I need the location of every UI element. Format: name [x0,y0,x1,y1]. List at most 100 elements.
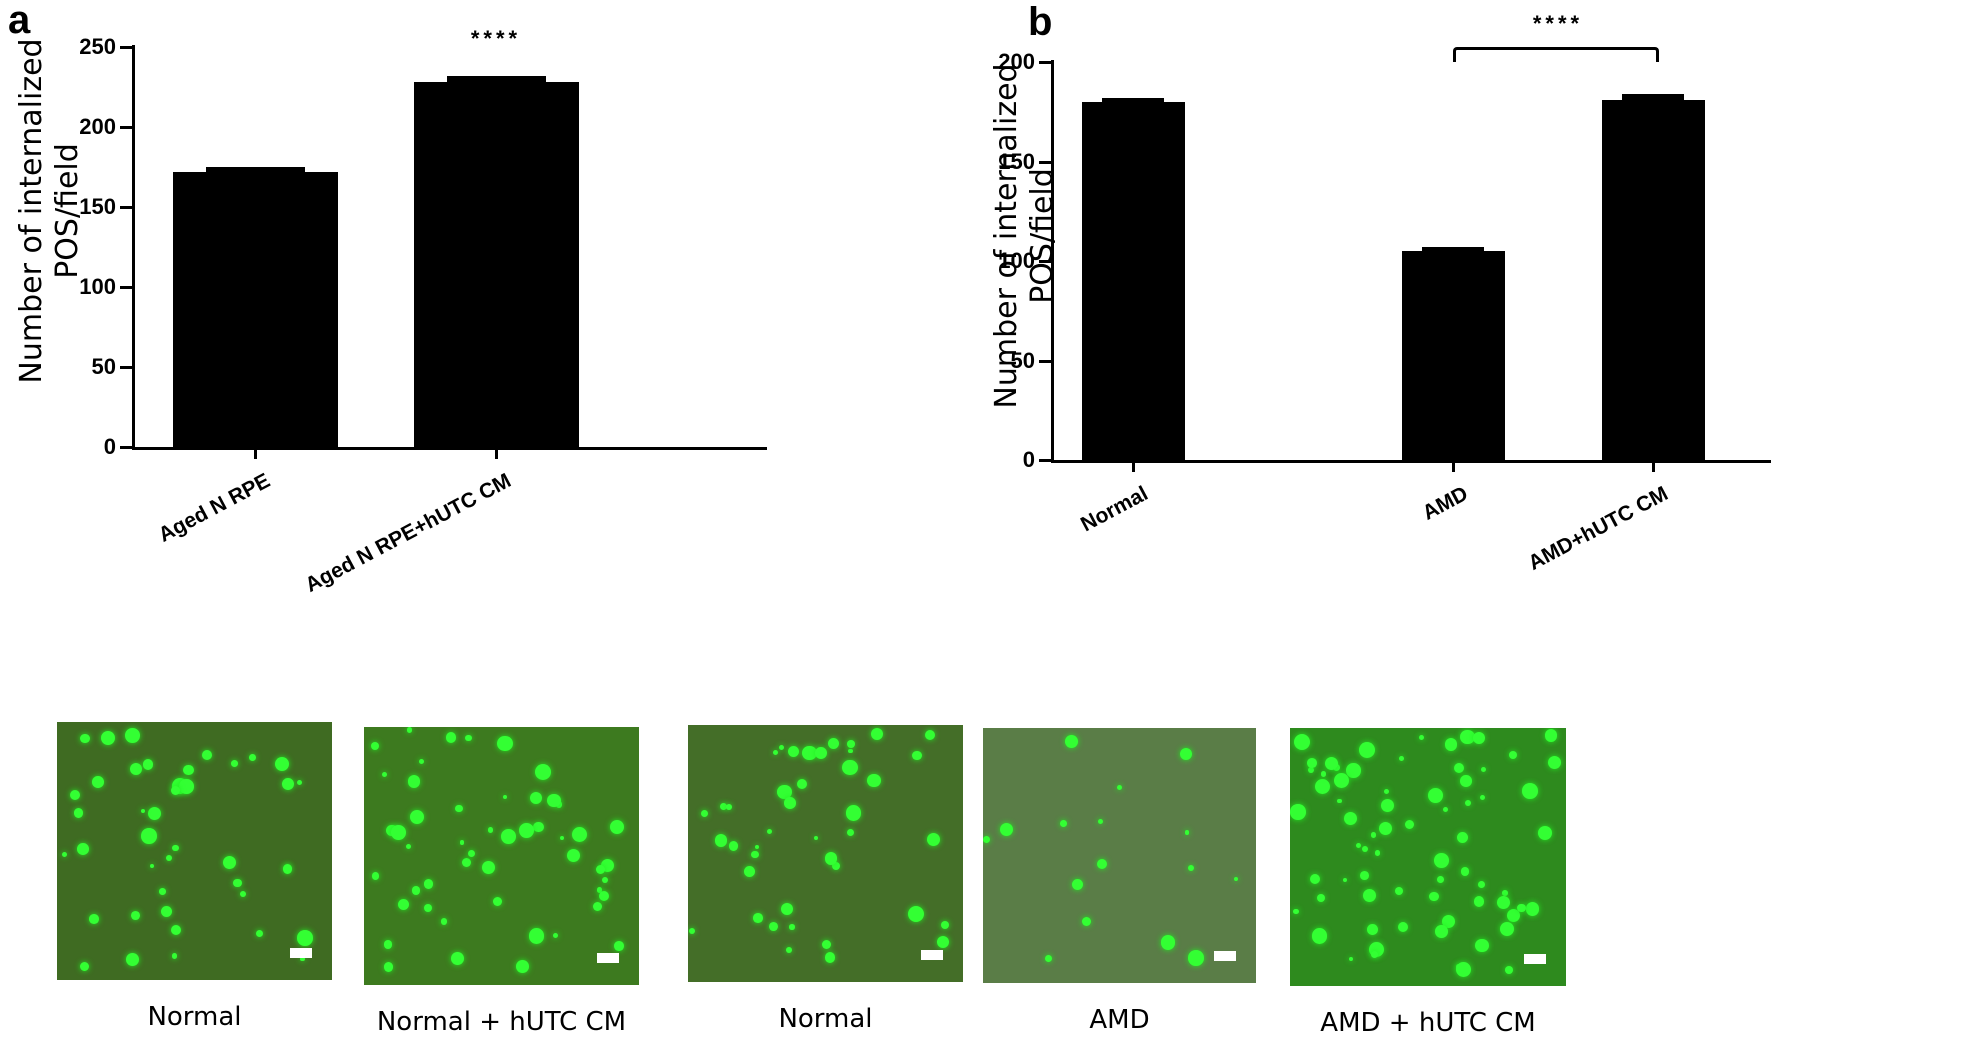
fluorescent-particle [503,794,508,799]
panel-letter-b: b [1028,0,1053,44]
fluorescent-particle [1505,966,1514,974]
fluorescent-particle [255,929,263,937]
fluorescent-particle [451,952,465,965]
fluorescent-particle [845,805,862,821]
fluorescent-particle [595,864,605,874]
fluorescent-particle [596,887,603,893]
fluorescent-particle [519,822,535,838]
fluorescent-particle [983,835,991,844]
fluorescent-particle [1179,747,1193,761]
fluorescent-particle [178,779,194,794]
fluorescent-particle [170,785,181,796]
y-tick [1039,459,1051,462]
y-tick [1039,260,1051,263]
fluorescent-particle [391,824,406,840]
fluorescent-particle [848,748,853,753]
fluorescent-particle [842,759,858,775]
fluorescent-particle [1465,799,1472,806]
fluorescent-particle [783,797,796,809]
fluorescent-particle [371,872,380,880]
fluorescent-particle [1525,902,1539,916]
fluorescent-particle [1507,908,1521,922]
fluorescent-particle [92,776,105,788]
fluorescent-particle [70,789,81,800]
fluorescent-particle [609,819,625,835]
fluorescent-particle [1517,903,1527,913]
fluorescent-particle [1397,921,1408,933]
fluorescent-particle [1337,799,1342,804]
error-bar [205,167,305,174]
fluorescent-particle [89,913,100,924]
fluorescent-particle [1473,895,1485,907]
fluorescent-particle [1444,738,1457,751]
y-tick [1039,359,1051,363]
fluorescent-particle [183,764,194,776]
chart-a: Number of internalized POS/field 0 50 100 1… [0,0,780,597]
fluorescent-particle [552,932,559,939]
fluorescent-particle [1044,954,1052,962]
fluorescent-particle [80,961,90,971]
fluorescent-particle [233,878,243,888]
error-bar [446,75,546,85]
significance-stars: **** [470,25,522,51]
fluorescent-particle [767,829,773,835]
fluorescent-particle [750,850,759,859]
fluorescent-particle [407,775,420,788]
fluorescent-particle [126,953,139,967]
y-tick-label: 0 [103,434,116,459]
fluorescent-particle [1429,891,1439,902]
fluorescent-particle [1460,774,1472,787]
fluorescent-particle [130,911,140,920]
scale-bar [921,950,943,960]
fluorescent-particle [1234,876,1239,881]
fluorescent-particle [170,924,181,935]
micrograph-image [983,728,1256,983]
x-axis [132,447,767,450]
fluorescent-particle [566,848,580,862]
fluorescent-particle [1293,733,1310,750]
y-axis [132,45,135,450]
fluorescent-particle [465,734,472,742]
fluorescent-particle [941,921,950,930]
fluorescent-particle [406,844,412,850]
fluorescent-particle [141,828,157,844]
fluorescent-particle [814,835,819,840]
fluorescent-particle [534,764,551,781]
fluorescent-particle [1071,878,1083,890]
micrograph-image [57,722,332,980]
fluorescent-particle [1116,785,1122,791]
y-tick-label: 50 [91,354,116,379]
fluorescent-particle [701,809,709,817]
fluorescent-particle [1434,852,1449,868]
fluorescent-particle [80,733,90,743]
y-tick [120,46,132,49]
fluorescent-particle [381,772,387,778]
fluorescent-particle [785,947,792,953]
x-tick [1452,462,1455,472]
fluorescent-particle [1460,729,1475,745]
fluorescent-particle [1346,763,1361,778]
fluorescent-particle [1418,735,1424,741]
fluorescent-particle [296,779,302,785]
fluorescent-particle [871,728,884,741]
bar [413,82,579,447]
fluorescent-particle [753,913,763,923]
fluorescent-particle [821,939,832,950]
fluorescent-particle [1544,729,1557,742]
fluorescent-particle [1307,758,1318,769]
fluorescent-particle [161,905,173,917]
fluorescent-particle [787,745,799,758]
fluorescent-particle [62,851,68,857]
fluorescent-particle [371,741,380,750]
fluorescent-particle [383,962,393,972]
x-tick [495,449,498,459]
fluorescent-particle [411,886,421,895]
y-tick-label: 150 [998,148,1035,174]
fluorescent-particle [1362,888,1376,903]
fluorescent-particle [559,836,564,841]
fluorescent-particle [202,749,213,760]
fluorescent-particle [719,803,727,811]
error-bar [1102,97,1164,104]
fluorescent-particle [424,904,433,913]
fluorescent-particle [1349,956,1354,961]
